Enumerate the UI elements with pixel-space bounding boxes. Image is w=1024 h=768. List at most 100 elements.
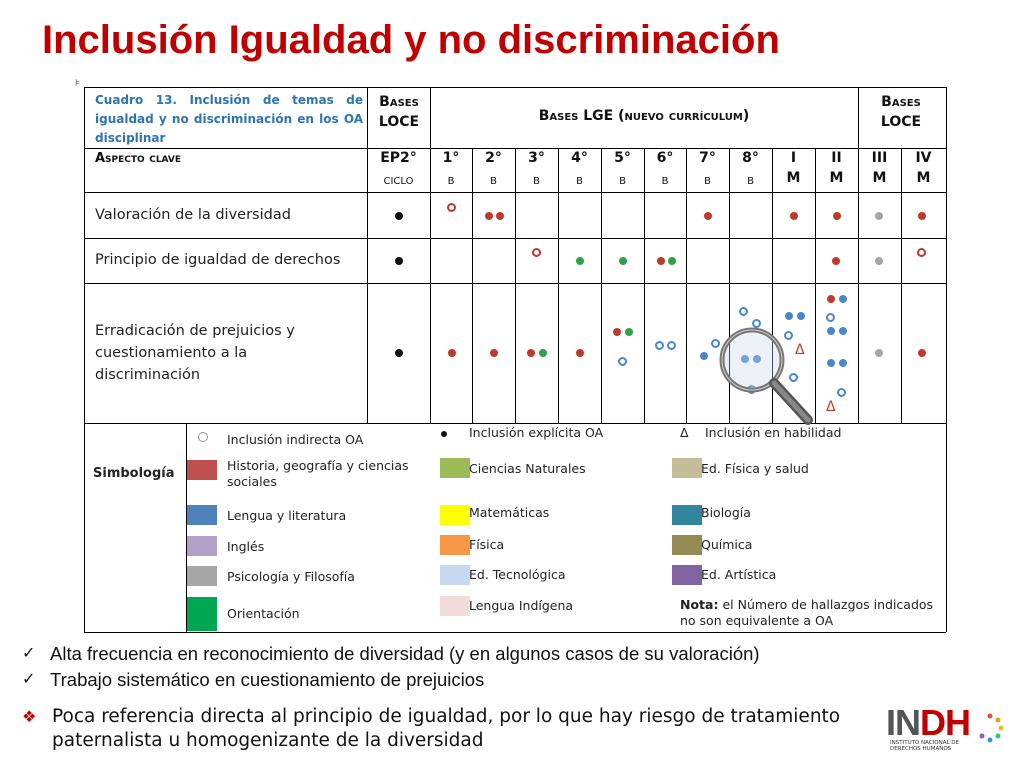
marker-dot — [657, 257, 665, 265]
legend-swatch — [187, 566, 217, 586]
table-vline — [772, 148, 773, 423]
table-caption: Cuadro 13. Inclusión de temas de igualda… — [95, 93, 363, 145]
logo-dots-icon — [979, 713, 1004, 743]
marker-dot — [918, 212, 926, 220]
marker-dot — [827, 359, 835, 367]
column-number: 6° — [656, 150, 674, 166]
indirect-ring-icon — [198, 432, 208, 442]
marker-dot — [395, 257, 403, 265]
legend-swatch — [187, 536, 217, 556]
indh-logo: INDH INSTITUTO NACIONAL DE DERECHOS HUMAN… — [886, 702, 1006, 752]
row-label-valoracion: Valoración de la diversidad — [95, 207, 291, 223]
marker-dot — [395, 349, 403, 357]
marker-ring — [711, 339, 720, 348]
marker-dot — [539, 349, 547, 357]
bullet-list: ✓ Alta frecuencia en reconocimiento de di… — [22, 641, 760, 693]
column-number: 3° — [528, 150, 545, 166]
column-subtitle: B — [747, 176, 754, 187]
column-subtitle: B — [490, 176, 497, 187]
marker-dot — [741, 355, 749, 363]
column-number: 4° — [571, 150, 588, 166]
table-hline — [84, 423, 946, 424]
marker-dot — [704, 212, 712, 220]
marker-ring — [826, 313, 835, 322]
marker-ring — [784, 331, 793, 340]
legend-swatch — [440, 458, 470, 478]
legend-label: Química — [701, 537, 753, 552]
legend-swatch — [672, 458, 702, 478]
marker-dot — [790, 212, 798, 220]
table-vline — [367, 87, 368, 423]
legend-swatch — [440, 565, 470, 585]
header-aspecto-clave: Aspecto clave — [95, 151, 182, 166]
table-hline — [84, 87, 946, 88]
bullet-item: ✓ Trabajo sistemático en cuestionamiento … — [22, 667, 760, 693]
marker-dot — [875, 212, 883, 220]
check-icon: ✓ — [22, 645, 36, 662]
column-subtitle: M — [916, 170, 931, 186]
marker-dot — [839, 359, 847, 367]
table-vline — [84, 87, 85, 423]
table-vline — [472, 148, 473, 423]
marker-ring — [837, 388, 846, 397]
marker-dot — [875, 349, 883, 357]
legend-label: Ed. Tecnológica — [469, 567, 566, 582]
legend-label: Lengua Indígena — [469, 598, 574, 613]
table-vline — [186, 423, 187, 632]
column-subtitle: M — [872, 170, 887, 186]
column-subtitle: B — [533, 176, 540, 187]
marker-dot — [395, 212, 403, 220]
anchor-icon: ⊧ — [75, 78, 81, 89]
column-number: II — [831, 150, 842, 166]
column-subtitle: M — [829, 170, 844, 186]
logo-subtitle: INSTITUTO NACIONAL DE DERECHOS HUMANOS — [890, 740, 960, 752]
marker-dot — [833, 212, 841, 220]
table-vline — [946, 423, 947, 632]
legend-indirect-label: Inclusión indirecta OA — [227, 432, 364, 447]
marker-dot — [700, 352, 708, 360]
marker-ring — [917, 248, 926, 257]
legend-label: Matemáticas — [469, 505, 550, 520]
legend-habilidad-label: Inclusión en habilidad — [705, 425, 842, 440]
column-number: IV — [915, 150, 932, 166]
row-label-igualdad: Principio de igualdad de derechos — [95, 252, 341, 268]
marker-dot — [839, 327, 847, 335]
table-vline — [84, 423, 85, 632]
marker-dot — [527, 349, 535, 357]
legend-label: Psicología y Filosofía — [227, 569, 355, 584]
marker-ring — [752, 319, 761, 328]
legend-note: Nota: el Número de hallazgos indicados n… — [680, 597, 934, 628]
column-subtitle: B — [447, 176, 455, 187]
marker-dot — [827, 327, 835, 335]
table-vline — [558, 148, 559, 423]
legend-swatch — [672, 505, 702, 525]
table-hline — [84, 632, 946, 633]
marker-dot — [625, 328, 633, 336]
magnifier-icon — [719, 327, 813, 425]
header-bases-loce-right: Bases LOCE — [880, 94, 922, 130]
marker-ring — [447, 203, 456, 212]
column-subtitle: B — [661, 176, 669, 187]
check-icon: ✓ — [22, 671, 36, 688]
marker-ring — [618, 357, 627, 366]
bullet-item: ✓ Alta frecuencia en reconocimiento de di… — [22, 641, 760, 667]
marker-triangle: Δ — [826, 399, 836, 415]
slide-title: Inclusión Igualdad y no discriminación — [42, 18, 780, 62]
column-number: EP2° — [380, 150, 417, 166]
legend-label: Orientación — [227, 606, 300, 621]
column-number: 1° — [442, 150, 460, 166]
explicit-dot-icon — [441, 431, 447, 437]
diamond-bullet-icon: ❖ — [22, 707, 37, 726]
marker-dot — [490, 349, 498, 357]
marker-ring — [789, 373, 798, 382]
marker-dot — [576, 349, 584, 357]
column-subtitle: M — [786, 170, 801, 186]
marker-ring — [532, 248, 541, 257]
column-number: 8° — [742, 150, 759, 166]
header-bases-lge: Bases LGE (nuevo currículum) — [538, 108, 750, 124]
marker-dot — [832, 257, 840, 265]
marker-ring — [667, 341, 676, 350]
marker-dot — [576, 257, 584, 265]
legend-label: Historia, geografía y ciencias sociales — [227, 458, 409, 489]
marker-dot — [496, 212, 504, 220]
